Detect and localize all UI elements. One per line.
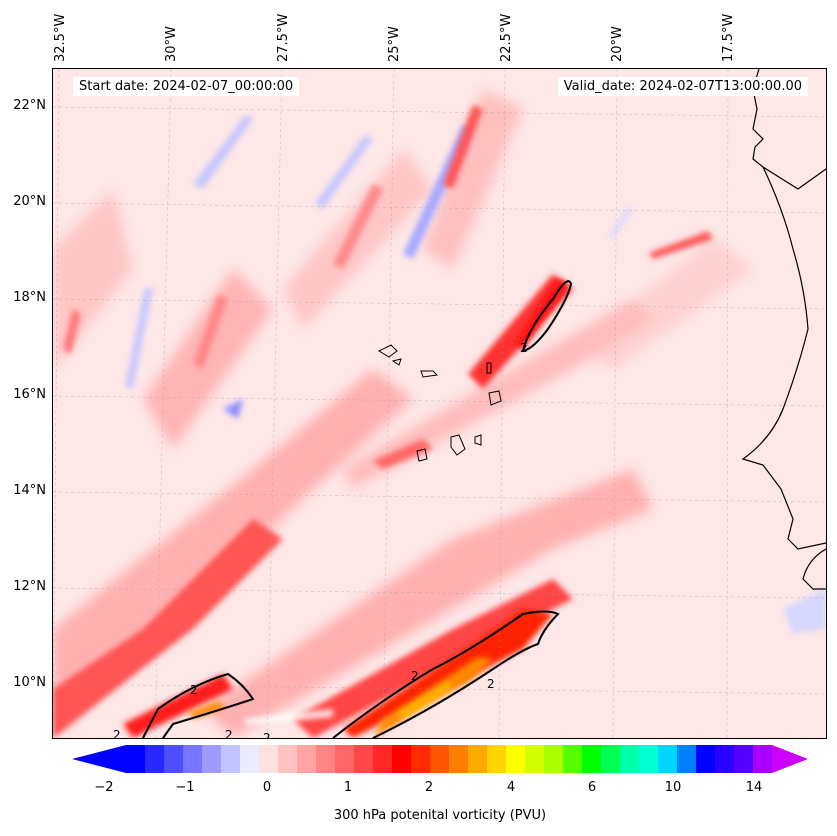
colorbar-cell (620, 745, 640, 773)
pv-white-streak (243, 709, 333, 725)
island-santo-antao (377, 344, 398, 358)
lat-label-14n: 14°N (13, 483, 46, 498)
pv-fill-orange (189, 657, 493, 738)
colorbar-cell (449, 745, 469, 773)
colorbar-tick: 6 (587, 780, 597, 795)
colorbar-cell (126, 745, 146, 773)
colorbar-cell (164, 745, 184, 773)
lon-label-30w: 30°W (164, 26, 179, 62)
colorbar-cell (373, 745, 393, 773)
islands (377, 344, 502, 462)
lat-label-22n: 22°N (13, 98, 46, 113)
colorbar-cell (278, 745, 298, 773)
lat-label-20n: 20°N (13, 194, 46, 209)
contour-label: 2 (263, 731, 271, 739)
colorbar-cells (126, 745, 773, 773)
colorbar-cell (487, 745, 507, 773)
colorbar-cell (601, 745, 621, 773)
colorbar-cell (392, 745, 412, 773)
island-sao-vicente (391, 358, 402, 366)
contour-label: 2 (487, 677, 495, 691)
colorbar-tick: 14 (745, 780, 763, 795)
colorbar-cell (145, 745, 165, 773)
contour-2-north (521, 280, 573, 353)
graticule (53, 69, 826, 738)
pv-field-map (53, 69, 826, 738)
colorbar-cell (753, 745, 773, 773)
african-coastline (741, 69, 826, 590)
contour-2-southwest (142, 672, 255, 738)
colorbar-cell (297, 745, 317, 773)
lon-label-25w: 25°W (387, 26, 402, 62)
colorbar-extend-low (72, 745, 126, 773)
lon-label-17-5w: 17.5°W (721, 13, 736, 62)
colorbar-cell (544, 745, 564, 773)
colorbar-cell (430, 745, 450, 773)
lon-label-22-5w: 22.5°W (499, 13, 514, 62)
contour-label: 2 (520, 341, 528, 355)
island-boa-vista (488, 390, 502, 406)
colorbar-tick: 4 (506, 780, 516, 795)
lon-label-20w: 20°W (610, 26, 625, 62)
colorbar-cell (240, 745, 260, 773)
island-maio (474, 434, 482, 446)
colorbar-cell (335, 745, 355, 773)
colorbar-cell (468, 745, 488, 773)
contour-label: 2 (411, 669, 419, 683)
colorbar-label: 300 hPa potenital vorticity (PVU) (333, 808, 547, 823)
valid-date-box: Valid_date: 2024-02-07T13:00:00.00 (557, 77, 808, 96)
colorbar-cell (411, 745, 431, 773)
colorbar-tick: 2 (424, 780, 434, 795)
island-santiago (450, 434, 466, 456)
colorbar-extend-high (772, 745, 808, 773)
colorbar-tick: 1 (343, 780, 353, 795)
colorbar-cell (563, 745, 583, 773)
colorbar-cell (202, 745, 222, 773)
colorbar-cell (221, 745, 241, 773)
map-panel: Start date: 2024-02-07_00:00:00 Valid_da… (52, 68, 827, 739)
colorbar-cell (259, 745, 279, 773)
colorbar-cell (525, 745, 545, 773)
contour-label: 2 (113, 728, 121, 739)
colorbar-tick: −2 (94, 780, 114, 795)
lat-label-12n: 12°N (13, 579, 46, 594)
island-sao-nicolau (420, 370, 439, 378)
island-fogo (416, 448, 428, 462)
colorbar (72, 745, 808, 773)
lon-label-32-5w: 32.5°W (53, 13, 68, 62)
start-date-box: Start date: 2024-02-07_00:00:00 (73, 77, 300, 96)
colorbar-cell (183, 745, 203, 773)
colorbar-cell (639, 745, 659, 773)
colorbar-tick: 10 (664, 780, 682, 795)
island-sal (486, 362, 492, 374)
colorbar-cell (354, 745, 374, 773)
colorbar-cell (734, 745, 754, 773)
colorbar-cell (506, 745, 526, 773)
colorbar-cell (715, 745, 735, 773)
contour-label: 2 (225, 728, 233, 739)
colorbar-cell (696, 745, 716, 773)
pv-2-contours (142, 280, 573, 738)
lat-label-18n: 18°N (13, 290, 46, 305)
contour-label: 2 (190, 683, 198, 697)
contour-2-southeast (332, 610, 560, 738)
lon-label-27-5w: 27.5°W (276, 13, 291, 62)
colorbar-cell (316, 745, 336, 773)
colorbar-tick: −1 (175, 780, 195, 795)
colorbar-cell (582, 745, 602, 773)
lat-label-10n: 10°N (13, 675, 46, 690)
colorbar-cell (677, 745, 697, 773)
colorbar-cell (658, 745, 678, 773)
lat-label-16n: 16°N (13, 387, 46, 402)
colorbar-tick: 0 (262, 780, 272, 795)
